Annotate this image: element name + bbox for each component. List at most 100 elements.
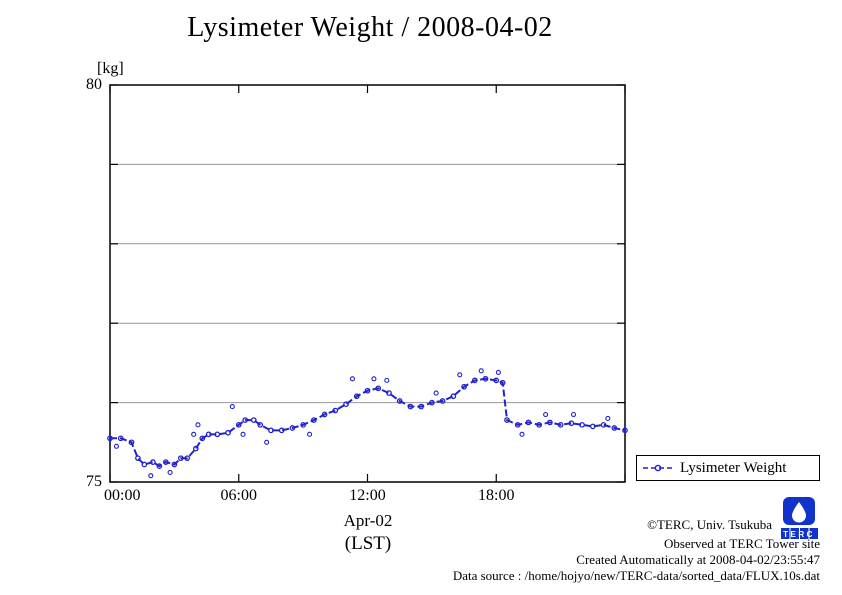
x-tick-label: 06:00 bbox=[220, 487, 257, 504]
raw-data-point bbox=[457, 372, 463, 378]
data-point bbox=[504, 417, 510, 423]
data-point bbox=[184, 455, 191, 462]
raw-data-point bbox=[384, 377, 390, 383]
copyright-text: ©TERC, Univ. Tsukuba bbox=[647, 517, 772, 532]
data-point bbox=[450, 393, 457, 400]
data-point bbox=[177, 455, 184, 462]
data-point bbox=[482, 375, 489, 382]
data-point bbox=[300, 421, 306, 428]
raw-data-point bbox=[240, 431, 246, 437]
plot-border bbox=[109, 84, 626, 483]
raw-data-point bbox=[148, 473, 154, 479]
data-point bbox=[600, 421, 607, 428]
data-point bbox=[156, 463, 163, 469]
raw-data-point bbox=[543, 411, 549, 418]
data-point bbox=[199, 435, 206, 442]
x-tick-label: 18:00 bbox=[478, 487, 515, 504]
y-axis-unit-label: [kg] bbox=[97, 60, 124, 77]
raw-data-point bbox=[229, 404, 235, 410]
water-drop-icon bbox=[792, 502, 806, 523]
raw-data-point bbox=[167, 469, 173, 476]
raw-data-point bbox=[519, 431, 525, 437]
data-line bbox=[110, 377, 626, 468]
raw-data-point bbox=[113, 443, 119, 449]
raw-data-point bbox=[570, 411, 577, 418]
data-point bbox=[418, 403, 424, 410]
data-point bbox=[250, 417, 257, 423]
data-point bbox=[525, 419, 532, 426]
data-point bbox=[407, 403, 414, 410]
observed-site-text: Observed at TERC Tower site bbox=[663, 536, 820, 551]
data-point bbox=[568, 420, 575, 427]
data-point bbox=[128, 439, 135, 446]
data-point bbox=[171, 461, 178, 468]
data-point bbox=[311, 417, 317, 423]
chart-title: Lysimeter Weight / 2008-04-02 bbox=[187, 12, 553, 43]
data-point bbox=[321, 411, 328, 418]
x-tick-label: 00:00 bbox=[104, 487, 141, 504]
terc-logo: TERC bbox=[779, 497, 819, 541]
logo-letter-tile bbox=[781, 528, 790, 539]
data-point bbox=[375, 385, 382, 392]
legend-label: Lysimeter Weight bbox=[680, 459, 787, 476]
data-point bbox=[343, 401, 349, 408]
raw-data-point bbox=[433, 390, 439, 396]
raw-data-point bbox=[307, 431, 313, 437]
data-point bbox=[257, 421, 264, 428]
y-tick-label: 80 bbox=[86, 76, 102, 93]
terc-logo-text: TERC bbox=[783, 530, 815, 539]
x-axis-date-label: Apr-02 bbox=[343, 511, 393, 530]
data-point bbox=[205, 431, 212, 438]
data-point bbox=[278, 427, 285, 434]
data-point bbox=[514, 421, 521, 428]
raw-data-point bbox=[264, 439, 270, 445]
raw-data-point bbox=[371, 376, 377, 382]
raw-data-point bbox=[195, 422, 201, 428]
data-point bbox=[235, 421, 242, 428]
data-point bbox=[396, 398, 403, 404]
data-point bbox=[461, 383, 467, 390]
logo-letter-tile bbox=[790, 528, 799, 539]
data-point bbox=[242, 417, 249, 423]
data-point bbox=[622, 427, 628, 434]
data-point bbox=[225, 429, 231, 436]
data-point bbox=[289, 425, 296, 431]
data-point bbox=[135, 455, 141, 462]
legend: Lysimeter Weight bbox=[636, 455, 820, 481]
data-point bbox=[162, 459, 169, 465]
data-point bbox=[589, 423, 596, 430]
data-source-text: Data source : /home/hojyo/new/TERC-data/… bbox=[452, 568, 820, 583]
data-point bbox=[579, 421, 585, 428]
data-point bbox=[557, 421, 564, 428]
created-timestamp-text: Created Automatically at 2008-04-02/23:5… bbox=[576, 552, 820, 567]
raw-data-point bbox=[478, 368, 484, 374]
data-point bbox=[214, 431, 221, 438]
y-tick-label: 75 bbox=[86, 473, 102, 490]
raw-data-point bbox=[349, 376, 356, 382]
data-point bbox=[107, 435, 113, 442]
raw-data-point bbox=[191, 431, 197, 437]
data-point bbox=[429, 399, 435, 406]
data-point bbox=[192, 445, 199, 452]
data-point bbox=[268, 427, 274, 434]
x-tick-label: 12:00 bbox=[349, 487, 386, 504]
data-point bbox=[547, 419, 553, 426]
data-point bbox=[536, 421, 543, 428]
data-point bbox=[493, 377, 500, 384]
logo-letter-tile bbox=[809, 528, 818, 539]
data-point bbox=[499, 379, 506, 386]
legend-line-sample-icon bbox=[643, 464, 673, 472]
data-point bbox=[332, 407, 339, 414]
data-point bbox=[353, 393, 360, 400]
raw-data-point bbox=[605, 415, 611, 422]
data-point bbox=[150, 459, 156, 465]
data-point bbox=[439, 398, 446, 404]
logo-letter-tile bbox=[800, 528, 809, 539]
data-point bbox=[141, 461, 148, 468]
data-point bbox=[364, 387, 371, 394]
data-point bbox=[471, 377, 478, 384]
raw-data-point bbox=[495, 369, 501, 375]
x-axis-timezone-label: (LST) bbox=[344, 533, 392, 554]
